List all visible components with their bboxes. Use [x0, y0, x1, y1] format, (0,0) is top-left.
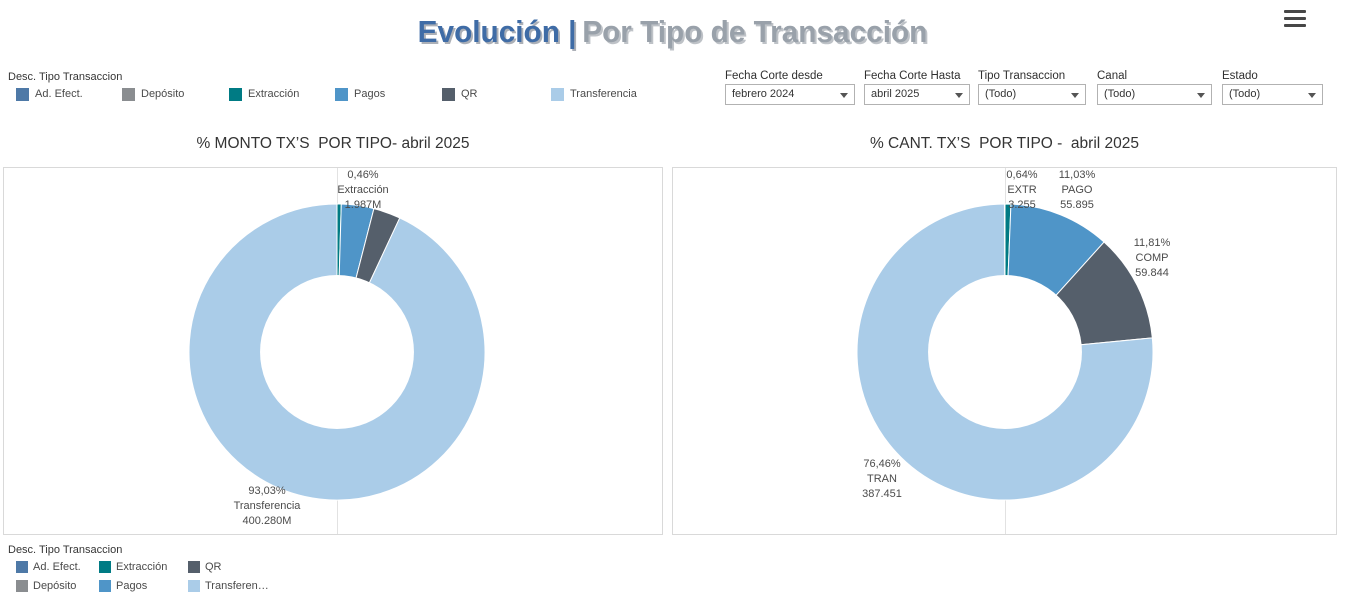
filter-label: Canal: [1097, 70, 1128, 82]
donut-hole: [928, 275, 1082, 429]
swatch-qr: [188, 561, 200, 573]
donut-hole: [260, 275, 414, 429]
swatch-ad-efect: [16, 88, 29, 101]
page-title: Evolución | Por Tipo de Transacción: [27, 14, 1318, 50]
swatch-transferencia: [551, 88, 564, 101]
swatch-deposito: [16, 580, 28, 592]
chevron-down-icon: [1071, 93, 1079, 98]
legend-item-qr[interactable]: QR: [442, 88, 537, 102]
swatch-ad-efect: [16, 561, 28, 573]
filter-label: Fecha Corte desde: [725, 70, 823, 82]
legend-item-qr[interactable]: QR: [188, 561, 248, 575]
chevron-down-icon: [1308, 93, 1316, 98]
legend-item-ad-efect[interactable]: Ad. Efect.: [16, 88, 111, 102]
filter-label: Tipo Transaccion: [978, 70, 1066, 82]
filter-fecha-corte-hasta: Fecha Corte Hasta abril 2025: [864, 70, 970, 106]
filter-canal: Canal (Todo): [1097, 70, 1212, 106]
chevron-down-icon: [955, 93, 963, 98]
legend-item-deposito[interactable]: Depósito: [122, 88, 217, 102]
chevron-down-icon: [840, 93, 848, 98]
fecha-corte-desde-dropdown[interactable]: febrero 2024: [725, 84, 855, 105]
swatch-extraccion: [229, 88, 242, 101]
chevron-down-icon: [1197, 93, 1205, 98]
legend-item-extraccion[interactable]: Extracción: [99, 561, 179, 575]
tipo-transaccion-dropdown[interactable]: (Todo): [978, 84, 1086, 105]
canal-dropdown[interactable]: (Todo): [1097, 84, 1212, 105]
fecha-corte-hasta-dropdown[interactable]: abril 2025: [864, 84, 970, 105]
swatch-qr: [442, 88, 455, 101]
donut-chart-monto: [188, 203, 486, 501]
legend-bottom-title: Desc. Tipo Transaccion: [8, 544, 123, 556]
filter-tipo-transaccion: Tipo Transaccion (Todo): [978, 70, 1086, 106]
legend-item-pagos[interactable]: Pagos: [335, 88, 430, 102]
page-title-secondary: Por Tipo de Transacción: [582, 14, 928, 49]
page-title-primary: Evolución |: [417, 14, 577, 49]
filter-fecha-corte-desde: Fecha Corte desde febrero 2024: [725, 70, 855, 106]
swatch-pagos: [335, 88, 348, 101]
legend-top-title: Desc. Tipo Transaccion: [8, 71, 123, 83]
swatch-deposito: [122, 88, 135, 101]
filter-estado: Estado (Todo): [1222, 70, 1323, 106]
legend-item-transferencia[interactable]: Transferen…: [188, 580, 278, 594]
estado-dropdown[interactable]: (Todo): [1222, 84, 1323, 105]
legend-item-ad-efect[interactable]: Ad. Efect.: [16, 561, 91, 575]
chart-title-monto: % MONTO TX’S POR TIPO- abril 2025: [196, 135, 470, 152]
hamburger-menu-icon[interactable]: [1284, 10, 1308, 30]
filter-label: Fecha Corte Hasta: [864, 70, 961, 82]
legend-item-transferencia[interactable]: Transferencia: [551, 88, 661, 102]
swatch-pagos: [99, 580, 111, 592]
donut-chart-cant: [856, 203, 1154, 501]
swatch-transferencia: [188, 580, 200, 592]
filter-label: Estado: [1222, 70, 1258, 82]
legend-item-deposito[interactable]: Depósito: [16, 580, 91, 594]
chart-title-cant: % CANT. TX’S POR TIPO - abril 2025: [869, 135, 1140, 152]
swatch-extraccion: [99, 561, 111, 573]
legend-item-pagos[interactable]: Pagos: [99, 580, 179, 594]
legend-item-extraccion[interactable]: Extracción: [229, 88, 324, 102]
